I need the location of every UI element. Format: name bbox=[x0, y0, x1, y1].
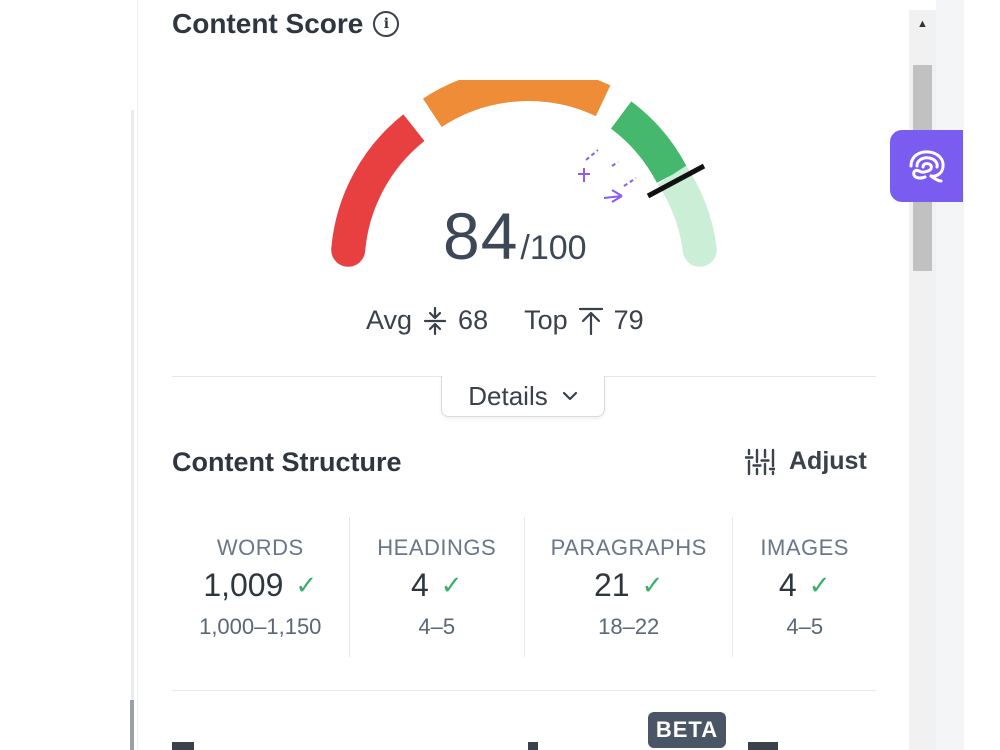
metric-label: IMAGES bbox=[760, 535, 849, 560]
structure-metrics: WORDS 1,009 ✓ 1,000–1,150 HEADINGS 4 ✓ 4… bbox=[172, 517, 876, 657]
metric-range: 1,000–1,150 bbox=[199, 614, 322, 639]
left-page-area bbox=[0, 0, 137, 750]
metric-value-row: 1,009 ✓ bbox=[203, 567, 317, 604]
next-section-peek bbox=[172, 742, 194, 750]
metric-paragraphs: PARAGRAPHS 21 ✓ 18–22 bbox=[524, 517, 732, 657]
divider-bottom bbox=[172, 690, 876, 691]
metric-range: 4–5 bbox=[418, 614, 456, 639]
right-gutter bbox=[936, 0, 964, 750]
score-marker bbox=[646, 163, 706, 199]
scroll-up-arrow-icon[interactable]: ▲ bbox=[917, 18, 928, 30]
details-button[interactable]: Details bbox=[441, 376, 605, 417]
benchmark-markers bbox=[578, 149, 637, 203]
gauge-segment-low bbox=[331, 114, 425, 252]
avg-benchmark: Avg 68 bbox=[366, 305, 488, 336]
top-value: 79 bbox=[613, 305, 644, 335]
page-title: Content Score bbox=[172, 8, 364, 39]
metric-label: HEADINGS bbox=[377, 535, 497, 560]
check-icon: ✓ bbox=[295, 570, 318, 600]
top-arrow-icon bbox=[578, 307, 603, 335]
metric-value-row: 4 ✓ bbox=[411, 567, 463, 604]
metric-value: 4 bbox=[410, 567, 429, 603]
chevron-down-icon bbox=[562, 391, 577, 401]
details-label: Details bbox=[468, 380, 548, 411]
next-section-peek bbox=[528, 742, 538, 750]
panel-scrollbar[interactable]: ▲ bbox=[909, 10, 936, 750]
metric-range: 18–22 bbox=[598, 614, 660, 639]
next-section-peek bbox=[748, 742, 778, 750]
beta-badge: BETA bbox=[648, 712, 726, 748]
left-scroll-indicator bbox=[130, 700, 134, 750]
ai-assistant-tab[interactable] bbox=[890, 130, 963, 202]
avg-value: 68 bbox=[458, 305, 489, 335]
score-value: 84 bbox=[443, 199, 519, 273]
metric-value: 21 bbox=[594, 567, 630, 603]
metric-range: 4–5 bbox=[786, 614, 824, 639]
metric-label: PARAGRAPHS bbox=[550, 535, 707, 560]
top-benchmark: Top 79 bbox=[524, 305, 644, 336]
avg-label: Avg bbox=[366, 305, 413, 335]
gauge-segment-mid bbox=[422, 80, 611, 128]
top-label: Top bbox=[524, 305, 568, 335]
metric-value: 1,009 bbox=[203, 567, 284, 603]
check-icon: ✓ bbox=[641, 570, 664, 600]
metric-value-row: 4 ✓ bbox=[779, 567, 831, 604]
content-score-heading: Content Score i bbox=[172, 8, 400, 40]
metric-value: 4 bbox=[778, 567, 797, 603]
check-icon: ✓ bbox=[440, 570, 463, 600]
adjust-label: Adjust bbox=[789, 447, 867, 475]
content-score-panel bbox=[137, 0, 910, 750]
metric-value-row: 21 ✓ bbox=[594, 567, 663, 604]
metric-words: WORDS 1,009 ✓ 1,000–1,150 bbox=[172, 517, 349, 657]
metric-headings: HEADINGS 4 ✓ 4–5 bbox=[348, 517, 525, 657]
gauge-start-cap bbox=[331, 232, 366, 267]
left-divider bbox=[131, 110, 134, 750]
score-readout: 84 /100 bbox=[443, 198, 587, 274]
check-icon: ✓ bbox=[808, 570, 831, 600]
metric-label: WORDS bbox=[216, 535, 304, 560]
score-max: /100 bbox=[520, 229, 587, 267]
score-gauge bbox=[331, 80, 717, 267]
adjust-button[interactable]: Adjust bbox=[745, 447, 867, 476]
info-icon[interactable]: i bbox=[373, 11, 400, 37]
benchmarks: Avg 68 Top 79 bbox=[366, 305, 644, 336]
gauge-end-cap bbox=[682, 232, 717, 267]
content-structure-title: Content Structure bbox=[172, 447, 402, 477]
brain-icon bbox=[909, 150, 945, 183]
sliders-icon bbox=[745, 448, 775, 475]
avg-compress-icon bbox=[423, 306, 447, 335]
gauge-segment-good bbox=[610, 101, 688, 184]
metric-images: IMAGES 4 ✓ 4–5 bbox=[732, 517, 876, 657]
